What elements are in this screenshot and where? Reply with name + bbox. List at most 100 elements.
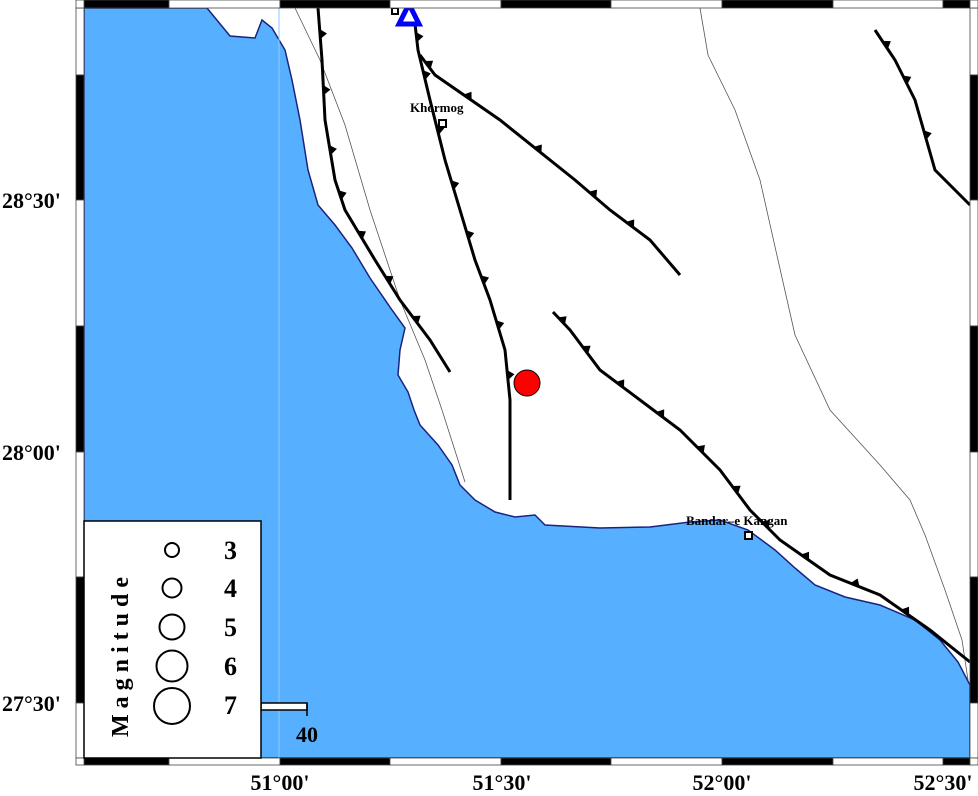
frame-band	[83, 0, 170, 9]
thrust-triangle-icon	[696, 445, 705, 454]
magnitude-circle-icon	[153, 687, 191, 725]
legend-magnitude: 4	[224, 574, 237, 603]
frame-band	[75, 74, 85, 201]
frame-band	[389, 0, 502, 9]
frame-band	[389, 757, 502, 766]
frame-band	[969, 199, 978, 327]
thrust-triangle-icon	[582, 345, 591, 354]
thrust-triangle-icon	[466, 230, 475, 240]
lon-label: 51°30'	[473, 770, 532, 795]
frame-band	[500, 757, 612, 766]
magnitude-legend: Magnitude 3 4 5 6 7	[83, 520, 262, 759]
scale-bar-label: 40	[296, 722, 318, 747]
thrust-triangle-icon	[323, 85, 331, 95]
frame-band	[969, 7, 978, 76]
thrust-triangle-icon	[616, 379, 625, 388]
legend-magnitude: 5	[224, 613, 237, 642]
thrust-triangle-icon	[415, 32, 424, 42]
place-label-bandar-e-kangan: Bandar–e Kangan	[686, 513, 788, 528]
legend-title: Magnitude	[108, 571, 134, 737]
frame-band	[969, 0, 978, 9]
frame-band	[832, 0, 944, 9]
thrust-triangle-icon	[496, 320, 505, 330]
frame-band	[832, 757, 944, 766]
thrust-triangle-icon	[384, 275, 394, 285]
magnitude-circle-icon	[155, 649, 189, 683]
fault-line	[873, 29, 972, 207]
legend-magnitude: 6	[224, 652, 237, 681]
frame-band	[279, 0, 391, 9]
thrust-triangle-icon	[900, 606, 910, 616]
thrust-triangle-icon	[923, 130, 932, 140]
epicenter-icon[interactable]	[513, 369, 541, 397]
frame-band	[721, 757, 834, 766]
frame-band	[969, 451, 978, 578]
thrust-triangle-icon	[656, 409, 665, 418]
frame-band	[168, 757, 281, 766]
thrust-triangle-icon	[451, 180, 460, 190]
frame-band	[279, 757, 391, 766]
thrust-triangle-icon	[329, 145, 337, 155]
thrust-triangle-icon	[626, 219, 635, 228]
thrust-triangle-icon	[761, 520, 770, 529]
thrust-triangle-icon	[338, 190, 347, 200]
magnitude-circle-icon	[164, 542, 180, 558]
lat-label: 28°30'	[2, 188, 61, 213]
frame-band	[75, 702, 85, 759]
thin-boundary-line	[699, 7, 969, 681]
frame-band	[942, 0, 971, 9]
thrust-triangle-icon	[588, 189, 598, 199]
lon-label: 52°30'	[914, 770, 973, 795]
thrust-triangle-icon	[507, 370, 515, 380]
town-marker-icon	[744, 531, 753, 540]
lat-label: 28°00'	[2, 440, 61, 465]
frame-band	[969, 702, 978, 759]
map-frame	[75, 0, 978, 766]
frame-band	[942, 757, 971, 766]
fault-line	[418, 54, 682, 276]
frame-band	[75, 576, 85, 704]
frame-band	[75, 325, 85, 453]
frame-band	[969, 74, 978, 201]
thrust-triangle-icon	[319, 29, 327, 39]
frame-band	[168, 0, 281, 9]
frame-band	[75, 757, 85, 766]
frame-band	[969, 325, 978, 453]
thrust-triangle-icon	[850, 578, 860, 587]
fault-lines	[316, 7, 972, 664]
magnitude-circle-icon	[161, 577, 183, 599]
thrust-triangle-icon	[357, 230, 367, 240]
frame-band	[969, 757, 978, 766]
scale-bar: 40	[260, 702, 318, 747]
thin-boundary-line	[294, 7, 466, 483]
frame-band	[83, 757, 170, 766]
thrust-triangle-icon	[412, 315, 421, 324]
frame-band	[75, 7, 85, 76]
thrust-triangle-icon	[463, 91, 472, 101]
frame-band	[610, 757, 723, 766]
frame-band	[969, 576, 978, 704]
thrust-triangle-icon	[882, 40, 891, 50]
thrust-triangle-icon	[800, 551, 810, 561]
sea-area	[83, 7, 971, 759]
thrust-triangle-icon	[480, 275, 490, 285]
thrust-triangle-icon	[732, 485, 741, 494]
frame-band	[610, 0, 723, 9]
town-marker-icon	[391, 7, 399, 15]
frame-band	[75, 451, 85, 578]
thrust-triangle-icon	[424, 60, 434, 69]
legend-magnitude: 3	[224, 536, 237, 565]
lon-label: 51°00'	[251, 770, 310, 795]
thrust-triangle-icon	[422, 70, 431, 80]
lon-label: 52°00'	[693, 770, 752, 795]
thrust-triangle-icon	[558, 316, 567, 325]
fault-line	[316, 7, 452, 373]
frame-band	[500, 0, 612, 9]
lat-label: 27°30'	[2, 691, 61, 716]
station-triangle-icon[interactable]	[394, 0, 424, 27]
town-marker-icon	[438, 119, 447, 128]
place-label-khormog: Khormog	[410, 100, 464, 115]
frame-band	[721, 0, 834, 9]
legend-magnitude: 7	[224, 691, 237, 720]
